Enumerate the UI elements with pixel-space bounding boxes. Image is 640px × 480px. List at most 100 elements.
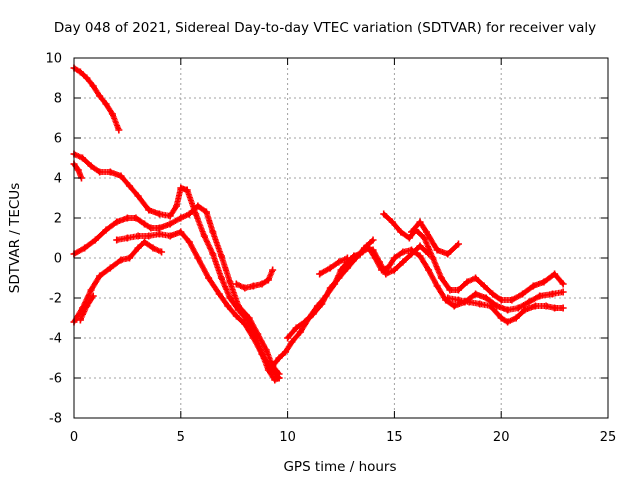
series-arc-13 (380, 210, 567, 304)
series-arc-8 (232, 266, 277, 292)
axis-ticks: 0 5 10 15 20 25 -8 -6 -4 -2 0 2 4 6 8 10 (45, 52, 616, 446)
data-point (335, 274, 343, 282)
x-tick-label: 15 (386, 430, 403, 445)
data-point (209, 250, 217, 258)
data-point (275, 354, 283, 362)
data-point (536, 292, 544, 300)
data-point (264, 276, 272, 284)
data-point (96, 92, 104, 100)
x-tick-label: 20 (493, 430, 510, 445)
data-point (378, 266, 386, 274)
series-arc-7 (113, 228, 283, 382)
data-point (134, 232, 142, 240)
data-point (76, 316, 84, 324)
data-point (202, 208, 210, 216)
data-point (89, 82, 97, 90)
data-point (258, 350, 266, 358)
data-point (444, 250, 452, 258)
data-point (149, 244, 157, 252)
data-point (232, 280, 240, 288)
x-axis-label: GPS time / hours (283, 459, 396, 475)
data-point (76, 68, 84, 76)
series-trace (113, 229, 282, 380)
data-point (87, 286, 95, 294)
data-point (309, 310, 317, 318)
data-point (559, 280, 567, 288)
data-point (113, 218, 121, 226)
data-point (155, 224, 163, 232)
data-point (399, 248, 407, 256)
y-tick-label: -2 (49, 292, 62, 307)
data-point (405, 234, 413, 242)
data-point (446, 286, 454, 294)
data-point (489, 290, 497, 298)
data-point (241, 320, 249, 328)
data-point (497, 296, 505, 304)
data-point (512, 314, 520, 322)
x-tick-label: 10 (279, 430, 296, 445)
data-point (504, 318, 512, 326)
data-point (433, 282, 441, 290)
data-point (102, 226, 110, 234)
data-point (155, 230, 163, 238)
data-point (254, 330, 262, 338)
plot-frame (73, 57, 609, 419)
data-point (463, 278, 471, 286)
data-point (540, 278, 548, 286)
data-point (420, 234, 428, 242)
data-point (245, 314, 253, 322)
data-point (480, 282, 488, 290)
data-point (384, 264, 392, 272)
data-point (106, 264, 114, 272)
data-point (275, 374, 283, 382)
data-point (241, 284, 249, 292)
data-point (343, 254, 351, 262)
data-point (166, 212, 174, 220)
data-point (224, 302, 232, 310)
data-point (288, 338, 296, 346)
data-point (147, 224, 155, 232)
data-point (371, 254, 379, 262)
data-point (422, 228, 430, 236)
series-arc-10 (284, 242, 433, 342)
data-point (397, 228, 405, 236)
data-point (369, 236, 377, 244)
data-point (521, 306, 529, 314)
y-tick-label: 2 (54, 212, 62, 227)
data-point (83, 74, 91, 82)
series-arc-1 (70, 64, 123, 134)
data-point (416, 252, 424, 260)
data-point (215, 290, 223, 298)
data-point (108, 110, 116, 118)
data-point (158, 248, 166, 256)
data-point (399, 258, 407, 266)
data-point (444, 294, 452, 302)
data-point (140, 238, 148, 246)
y-tick-label: -4 (49, 332, 62, 347)
data-point (166, 220, 174, 228)
data-point (454, 296, 462, 304)
series-arc-6 (76, 292, 97, 324)
data-point (126, 182, 134, 190)
data-point (209, 228, 217, 236)
data-point (437, 274, 445, 282)
data-point (194, 254, 202, 262)
data-point (123, 214, 131, 222)
data-point (269, 362, 277, 370)
data-point (145, 232, 153, 240)
series-arc-14 (407, 218, 462, 258)
x-tick-label: 25 (600, 430, 617, 445)
data-point (284, 334, 292, 342)
data-point (126, 254, 134, 262)
data-point (519, 290, 527, 298)
series-arc-3 (70, 150, 283, 384)
data-point (301, 318, 309, 326)
data-point (192, 210, 200, 218)
data-point (249, 282, 257, 290)
data-point (425, 266, 433, 274)
data-point (326, 264, 334, 272)
data-point (380, 210, 388, 218)
data-point (551, 270, 559, 278)
data-point (134, 244, 142, 252)
y-tick-label: -6 (49, 372, 62, 387)
